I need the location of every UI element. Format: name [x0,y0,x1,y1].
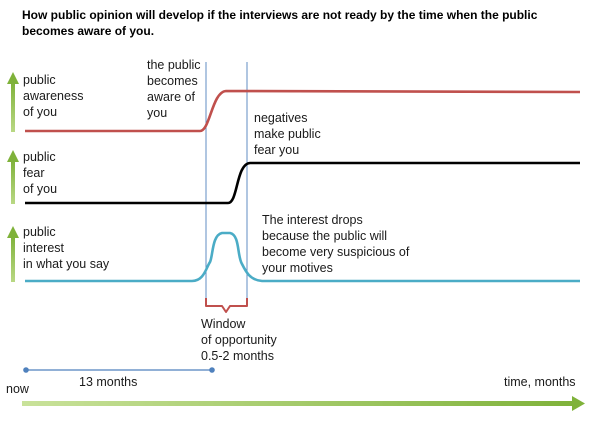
awareness-label-line-1: public [23,73,56,87]
interest-drops-note-line-2: because the public will [262,229,387,243]
fear-curve [25,161,580,205]
becomes-aware-note-line-1: the public [147,58,201,72]
diagram-title-line-1: How public opinion will develop if the i… [22,8,538,22]
becomes-aware-note-line-4: you [147,106,167,120]
awareness-label-line-3: of you [23,105,57,119]
becomes-aware-note-line-2: becomes [147,74,198,88]
negatives-note-line-1: negatives [254,111,308,125]
interest-curve [25,231,580,283]
window-note-line-3: 0.5-2 months [201,349,274,363]
negatives-note-line-3: fear you [254,143,299,157]
window-note-line-1: Window [201,317,246,331]
span-end-dot [209,367,215,373]
becomes-aware-note-line-3: aware of [147,90,195,104]
now-label: now [6,382,30,396]
negatives-note-line-2: make public [254,127,321,141]
span-start-dot [23,367,29,373]
interest-drops-note-line-4: your motives [262,261,333,275]
interest-up-arrow [7,226,19,282]
fear-label-line-3: of you [23,182,57,196]
fear-up-arrow [7,150,19,204]
fear-label-line-1: public [23,150,56,164]
awareness-up-arrow [7,72,19,132]
window-brace [205,298,248,313]
interest-label-line-1: public [23,225,56,239]
time-axis-label: time, months [504,375,576,389]
span-label: 13 months [79,375,137,389]
fear-label-line-2: fear [23,166,45,180]
awareness-curve [25,89,581,133]
diagram-title-line-2: becomes aware of you. [22,24,154,38]
interest-drops-note-line-1: The interest drops [262,213,363,227]
interest-drops-note-line-3: become very suspicious of [262,245,410,259]
time-axis-arrow [22,396,585,411]
interest-label-line-2: interest [23,241,65,255]
window-note-line-2: of opportunity [201,333,277,347]
interest-label-line-3: in what you say [23,257,110,271]
awareness-label-line-2: awareness [23,89,83,103]
